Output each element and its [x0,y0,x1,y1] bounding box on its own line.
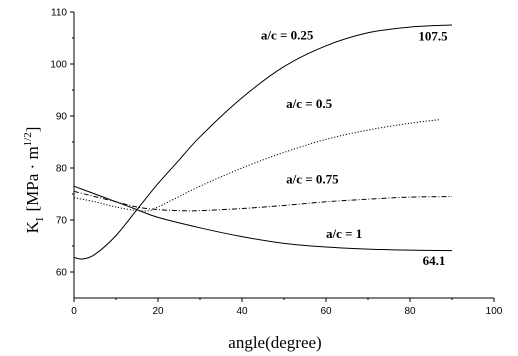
x-tick-label: 20 [152,306,164,317]
series-line-4 [73,185,453,252]
y-axis-label-sub: I [34,217,46,221]
y-axis-label-close: ] [23,127,42,133]
series-line-1 [73,24,453,260]
y-axis-label-unit: [MPa · m [23,146,42,211]
series-line-2 [73,119,440,212]
annotation-label: a/c = 1 [326,226,362,241]
annotation-label: a/c = 0.5 [286,96,333,111]
x-tick-label: 100 [486,306,503,317]
y-axis-label-main: K [23,220,42,233]
y-axis-label-exp: 1/2 [22,132,34,146]
y-tick-label: 70 [56,216,68,227]
y-tick-label: 110 [51,8,67,19]
x-tick-label: 60 [320,306,332,317]
annotation-label: a/c = 0.25 [261,28,314,43]
plot-area: 0 20 40 60 80 100 60 70 80 90 100 110 a/c = 0.25 107.… [50,8,502,318]
y-axis-label: KI [MPa · m1/2] [22,127,46,234]
y-tick-label: 80 [56,164,68,175]
x-tick-label: 0 [71,306,77,317]
x-axis-label: angle(degree) [228,333,321,352]
annotation-label: 64.1 [423,253,446,268]
y-tick-label: 60 [56,268,68,279]
annotation-label: 107.5 [418,29,448,44]
series-line-3 [73,190,453,212]
annotation-label: a/c = 0.75 [286,172,339,187]
x-tick-label: 40 [236,306,248,317]
svg-text:KI[MPa · m1/2]: KI [MPa · m1/2] [22,127,46,234]
y-tick-label: 100 [50,60,67,71]
y-tick-label: 90 [56,112,68,123]
x-tick-label: 80 [404,306,416,317]
